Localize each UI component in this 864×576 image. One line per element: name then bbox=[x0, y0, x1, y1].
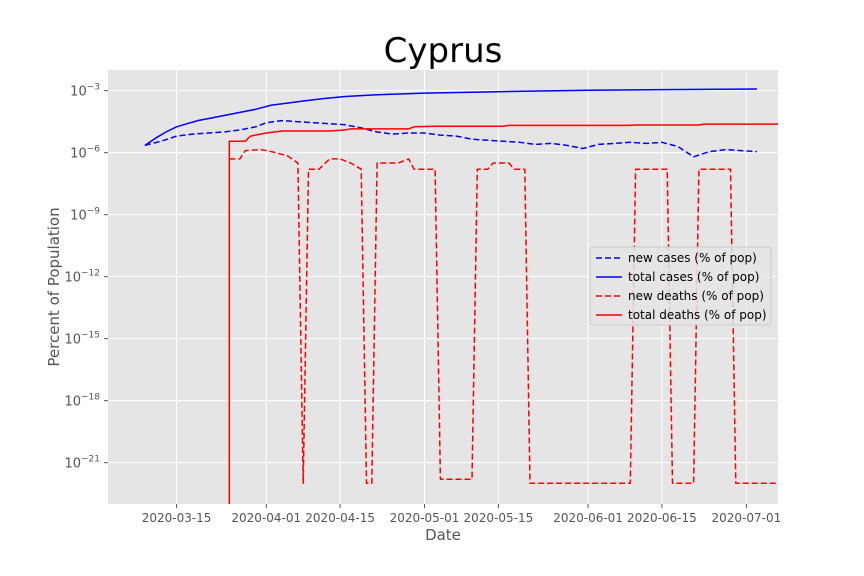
x-tick-label: 2020-07-01 bbox=[711, 511, 781, 525]
y-axis-label: Percent of Population bbox=[45, 207, 63, 366]
legend-label: new deaths (% of pop) bbox=[628, 289, 764, 303]
x-tick-label: 2020-05-01 bbox=[390, 511, 460, 525]
x-tick-label: 2020-03-15 bbox=[142, 511, 212, 525]
y-tick-label: 10−6 bbox=[70, 145, 100, 162]
x-tick-label: 2020-06-15 bbox=[627, 511, 697, 525]
x-tick-label: 2020-06-01 bbox=[553, 511, 623, 525]
legend: new cases (% of pop) total cases (% of po… bbox=[589, 246, 772, 326]
y-tick-label: 10−9 bbox=[70, 207, 100, 224]
series-line-new-deaths-of-pop bbox=[229, 148, 778, 485]
x-tick-label: 2020-04-15 bbox=[305, 511, 375, 525]
y-tick-label: 10−18 bbox=[64, 393, 100, 410]
series-line-total-deaths-of-pop bbox=[228, 123, 778, 504]
x-tick-label: 2020-05-15 bbox=[464, 511, 534, 525]
series-line-new-cases-of-pop bbox=[144, 119, 757, 158]
y-tick-label: 10−3 bbox=[70, 83, 100, 100]
y-tick-label: 10−15 bbox=[64, 331, 100, 348]
y-tick-label: 10−21 bbox=[64, 455, 100, 472]
legend-label: new cases (% of pop) bbox=[628, 251, 757, 265]
y-tick-label: 10−12 bbox=[64, 269, 100, 286]
legend-box bbox=[589, 246, 772, 326]
legend-label: total deaths (% of pop) bbox=[628, 308, 767, 322]
x-tick-label: 2020-04-01 bbox=[231, 511, 301, 525]
x-axis-label: Date bbox=[425, 526, 461, 544]
x-axis-ticks: 2020-03-15 2020-04-01 2020-04-15 2020-05-01… bbox=[142, 504, 781, 525]
series-layer bbox=[144, 88, 778, 504]
y-axis-ticks: 10−3 10−6 10−9 10−12 10−15 10−18 10−21 bbox=[64, 83, 108, 472]
series-line-total-cases-of-pop bbox=[144, 88, 757, 147]
chart-title: Cyprus bbox=[384, 31, 503, 71]
legend-label: total cases (% of pop) bbox=[628, 270, 759, 284]
